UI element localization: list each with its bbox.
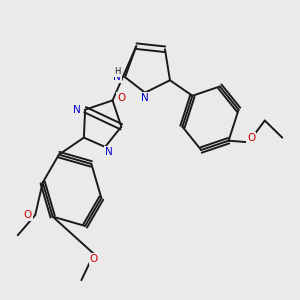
Text: N: N: [105, 148, 113, 158]
Text: N: N: [141, 93, 149, 103]
Text: O: O: [23, 210, 32, 220]
Text: N: N: [113, 72, 121, 82]
Text: O: O: [247, 133, 255, 142]
Text: H: H: [114, 67, 121, 76]
Text: O: O: [90, 254, 98, 264]
Text: O: O: [117, 93, 125, 103]
Text: N: N: [73, 105, 81, 115]
